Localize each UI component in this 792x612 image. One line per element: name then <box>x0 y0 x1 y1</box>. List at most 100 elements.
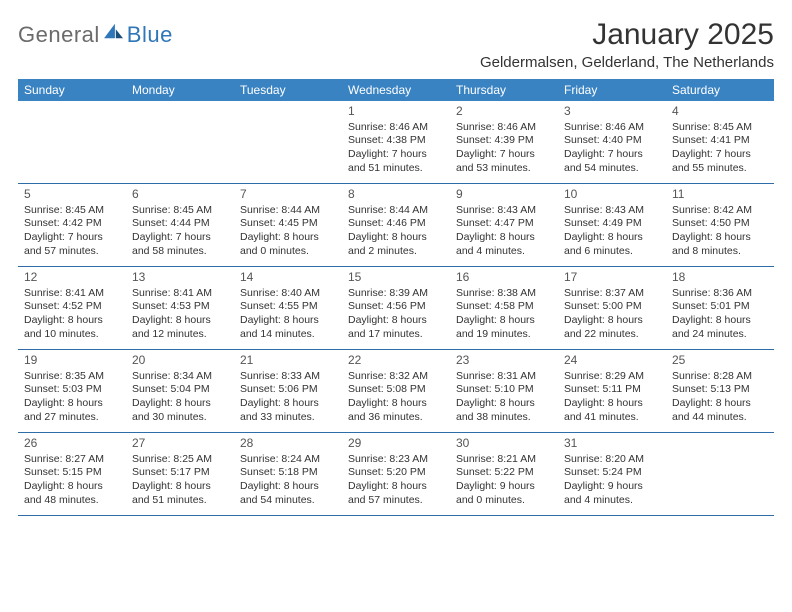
day-cell: 26Sunrise: 8:27 AMSunset: 5:15 PMDayligh… <box>18 433 126 515</box>
sunrise-line: Sunrise: 8:40 AM <box>240 287 338 301</box>
day-cell: 24Sunrise: 8:29 AMSunset: 5:11 PMDayligh… <box>558 350 666 432</box>
title-block: January 2025 Geldermalsen, Gelderland, T… <box>480 18 774 71</box>
day-number: 9 <box>456 187 554 203</box>
sunrise-line: Sunrise: 8:46 AM <box>348 121 446 135</box>
daylight-line-1: Daylight: 7 hours <box>348 148 446 162</box>
sunset-line: Sunset: 4:53 PM <box>132 300 230 314</box>
daylight-line-2: and 57 minutes. <box>24 245 122 259</box>
week-row: 26Sunrise: 8:27 AMSunset: 5:15 PMDayligh… <box>18 433 774 516</box>
daylight-line-1: Daylight: 8 hours <box>348 314 446 328</box>
day-number: 10 <box>564 187 662 203</box>
sunrise-line: Sunrise: 8:27 AM <box>24 453 122 467</box>
logo-text-general: General <box>18 22 100 48</box>
day-cell: 21Sunrise: 8:33 AMSunset: 5:06 PMDayligh… <box>234 350 342 432</box>
daylight-line-2: and 53 minutes. <box>456 162 554 176</box>
sunrise-line: Sunrise: 8:20 AM <box>564 453 662 467</box>
sunset-line: Sunset: 5:00 PM <box>564 300 662 314</box>
week-row: 19Sunrise: 8:35 AMSunset: 5:03 PMDayligh… <box>18 350 774 433</box>
weekday-header: Thursday <box>450 79 558 101</box>
daylight-line-2: and 17 minutes. <box>348 328 446 342</box>
daylight-line-1: Daylight: 8 hours <box>348 397 446 411</box>
day-number: 6 <box>132 187 230 203</box>
sunset-line: Sunset: 4:42 PM <box>24 217 122 231</box>
daylight-line-1: Daylight: 8 hours <box>456 231 554 245</box>
day-cell: 4Sunrise: 8:45 AMSunset: 4:41 PMDaylight… <box>666 101 774 183</box>
daylight-line-2: and 19 minutes. <box>456 328 554 342</box>
sunrise-line: Sunrise: 8:42 AM <box>672 204 770 218</box>
day-cell: 17Sunrise: 8:37 AMSunset: 5:00 PMDayligh… <box>558 267 666 349</box>
week-row: 12Sunrise: 8:41 AMSunset: 4:52 PMDayligh… <box>18 267 774 350</box>
sunset-line: Sunset: 5:20 PM <box>348 466 446 480</box>
sunset-line: Sunset: 5:03 PM <box>24 383 122 397</box>
logo: General Blue <box>18 22 173 48</box>
daylight-line-1: Daylight: 8 hours <box>456 314 554 328</box>
daylight-line-1: Daylight: 8 hours <box>564 397 662 411</box>
day-cell: 8Sunrise: 8:44 AMSunset: 4:46 PMDaylight… <box>342 184 450 266</box>
sunrise-line: Sunrise: 8:23 AM <box>348 453 446 467</box>
weekday-header: Sunday <box>18 79 126 101</box>
day-cell: 27Sunrise: 8:25 AMSunset: 5:17 PMDayligh… <box>126 433 234 515</box>
daylight-line-1: Daylight: 8 hours <box>240 397 338 411</box>
daylight-line-1: Daylight: 8 hours <box>564 314 662 328</box>
day-number: 15 <box>348 270 446 286</box>
day-cell: 1Sunrise: 8:46 AMSunset: 4:38 PMDaylight… <box>342 101 450 183</box>
day-number: 18 <box>672 270 770 286</box>
daylight-line-2: and 4 minutes. <box>564 494 662 508</box>
day-number: 11 <box>672 187 770 203</box>
sunrise-line: Sunrise: 8:44 AM <box>240 204 338 218</box>
sunrise-line: Sunrise: 8:46 AM <box>564 121 662 135</box>
sunrise-line: Sunrise: 8:46 AM <box>456 121 554 135</box>
day-cell: 2Sunrise: 8:46 AMSunset: 4:39 PMDaylight… <box>450 101 558 183</box>
sunset-line: Sunset: 5:10 PM <box>456 383 554 397</box>
sunrise-line: Sunrise: 8:34 AM <box>132 370 230 384</box>
daylight-line-2: and 48 minutes. <box>24 494 122 508</box>
daylight-line-2: and 0 minutes. <box>240 245 338 259</box>
sunrise-line: Sunrise: 8:41 AM <box>24 287 122 301</box>
day-cell: 15Sunrise: 8:39 AMSunset: 4:56 PMDayligh… <box>342 267 450 349</box>
sunset-line: Sunset: 5:15 PM <box>24 466 122 480</box>
day-cell: 20Sunrise: 8:34 AMSunset: 5:04 PMDayligh… <box>126 350 234 432</box>
day-number: 30 <box>456 436 554 452</box>
week-row: 1Sunrise: 8:46 AMSunset: 4:38 PMDaylight… <box>18 101 774 184</box>
daylight-line-1: Daylight: 8 hours <box>672 231 770 245</box>
day-number: 23 <box>456 353 554 369</box>
daylight-line-2: and 38 minutes. <box>456 411 554 425</box>
sunset-line: Sunset: 4:52 PM <box>24 300 122 314</box>
daylight-line-1: Daylight: 8 hours <box>564 231 662 245</box>
day-number: 14 <box>240 270 338 286</box>
day-cell: 25Sunrise: 8:28 AMSunset: 5:13 PMDayligh… <box>666 350 774 432</box>
sunrise-line: Sunrise: 8:33 AM <box>240 370 338 384</box>
sunset-line: Sunset: 5:17 PM <box>132 466 230 480</box>
daylight-line-1: Daylight: 7 hours <box>672 148 770 162</box>
sunrise-line: Sunrise: 8:29 AM <box>564 370 662 384</box>
daylight-line-2: and 8 minutes. <box>672 245 770 259</box>
daylight-line-2: and 36 minutes. <box>348 411 446 425</box>
daylight-line-2: and 30 minutes. <box>132 411 230 425</box>
daylight-line-2: and 6 minutes. <box>564 245 662 259</box>
daylight-line-1: Daylight: 7 hours <box>564 148 662 162</box>
sunrise-line: Sunrise: 8:31 AM <box>456 370 554 384</box>
sunrise-line: Sunrise: 8:24 AM <box>240 453 338 467</box>
sunrise-line: Sunrise: 8:32 AM <box>348 370 446 384</box>
day-number: 5 <box>24 187 122 203</box>
sunset-line: Sunset: 5:06 PM <box>240 383 338 397</box>
sunset-line: Sunset: 5:11 PM <box>564 383 662 397</box>
daylight-line-1: Daylight: 7 hours <box>24 231 122 245</box>
daylight-line-2: and 4 minutes. <box>456 245 554 259</box>
sunrise-line: Sunrise: 8:21 AM <box>456 453 554 467</box>
daylight-line-1: Daylight: 8 hours <box>132 480 230 494</box>
daylight-line-1: Daylight: 8 hours <box>240 231 338 245</box>
weekday-header-row: SundayMondayTuesdayWednesdayThursdayFrid… <box>18 79 774 101</box>
sunrise-line: Sunrise: 8:25 AM <box>132 453 230 467</box>
daylight-line-1: Daylight: 8 hours <box>348 480 446 494</box>
page-title: January 2025 <box>480 18 774 52</box>
day-cell: 19Sunrise: 8:35 AMSunset: 5:03 PMDayligh… <box>18 350 126 432</box>
sunrise-line: Sunrise: 8:35 AM <box>24 370 122 384</box>
daylight-line-1: Daylight: 8 hours <box>132 314 230 328</box>
sunset-line: Sunset: 4:39 PM <box>456 134 554 148</box>
day-number: 2 <box>456 104 554 120</box>
calendar: SundayMondayTuesdayWednesdayThursdayFrid… <box>18 79 774 516</box>
day-number: 22 <box>348 353 446 369</box>
day-cell: 3Sunrise: 8:46 AMSunset: 4:40 PMDaylight… <box>558 101 666 183</box>
daylight-line-1: Daylight: 8 hours <box>24 397 122 411</box>
